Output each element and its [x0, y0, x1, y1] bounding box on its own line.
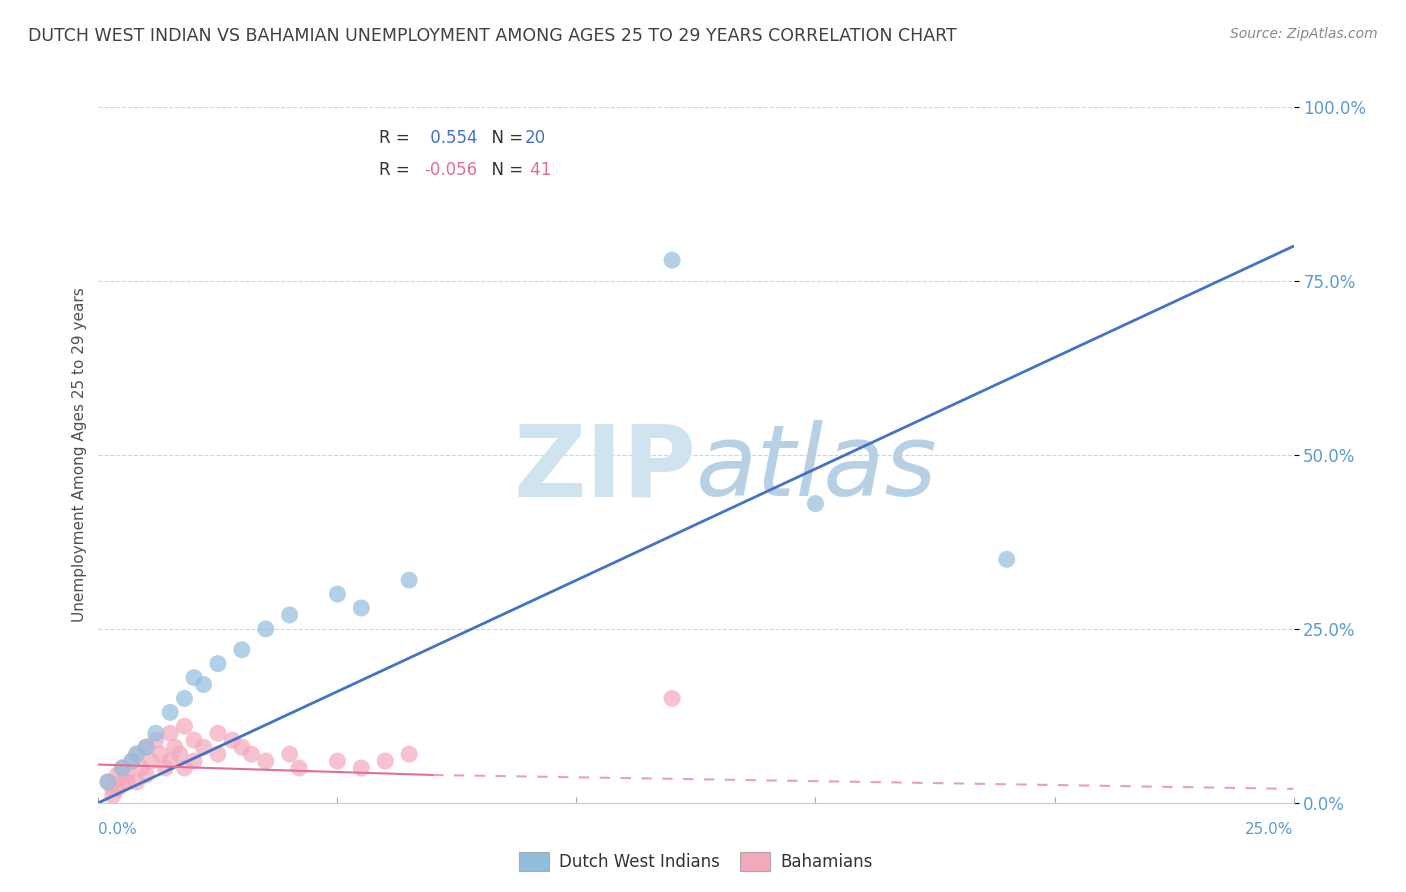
Point — [159, 754, 181, 768]
Text: N =: N = — [481, 161, 529, 178]
Point — [169, 747, 191, 761]
Point — [173, 719, 195, 733]
Point — [101, 789, 124, 803]
Text: atlas: atlas — [696, 420, 938, 517]
Point — [326, 587, 349, 601]
Point — [111, 761, 134, 775]
Point — [193, 677, 215, 691]
Y-axis label: Unemployment Among Ages 25 to 29 years: Unemployment Among Ages 25 to 29 years — [72, 287, 87, 623]
Point — [125, 747, 148, 761]
Point — [661, 253, 683, 268]
Point — [254, 622, 277, 636]
Point — [221, 733, 243, 747]
Point — [145, 733, 167, 747]
Point — [163, 740, 186, 755]
Point — [155, 761, 177, 775]
Point — [111, 775, 134, 789]
Point — [121, 754, 143, 768]
Point — [97, 775, 120, 789]
Text: 20: 20 — [524, 129, 546, 147]
Point — [804, 497, 827, 511]
Point — [995, 552, 1018, 566]
Point — [159, 726, 181, 740]
Point — [139, 754, 162, 768]
Text: 0.554: 0.554 — [425, 129, 477, 147]
Point — [398, 573, 420, 587]
Text: 41: 41 — [524, 161, 551, 178]
Point — [101, 781, 124, 796]
Point — [125, 747, 148, 761]
Text: -0.056: -0.056 — [425, 161, 478, 178]
Text: R =: R = — [380, 161, 415, 178]
Point — [111, 761, 134, 775]
Text: N =: N = — [481, 129, 529, 147]
Point — [159, 706, 181, 720]
Point — [193, 740, 215, 755]
Point — [121, 754, 143, 768]
Point — [374, 754, 396, 768]
Text: 0.0%: 0.0% — [98, 822, 138, 837]
Point — [254, 754, 277, 768]
Point — [135, 740, 157, 755]
Text: Source: ZipAtlas.com: Source: ZipAtlas.com — [1230, 27, 1378, 41]
Point — [326, 754, 349, 768]
Legend: Dutch West Indians, Bahamians: Dutch West Indians, Bahamians — [513, 846, 879, 878]
Point — [207, 726, 229, 740]
Point — [661, 691, 683, 706]
Point — [115, 768, 138, 782]
Point — [173, 691, 195, 706]
Text: ZIP: ZIP — [513, 420, 696, 517]
Point — [135, 740, 157, 755]
Point — [107, 781, 129, 796]
Point — [398, 747, 420, 761]
Text: R =: R = — [380, 129, 415, 147]
Point — [183, 671, 205, 685]
Point — [288, 761, 311, 775]
Point — [207, 657, 229, 671]
Point — [97, 775, 120, 789]
Point — [240, 747, 263, 761]
Point — [207, 747, 229, 761]
Point — [183, 733, 205, 747]
Point — [278, 607, 301, 622]
Point — [350, 601, 373, 615]
Text: DUTCH WEST INDIAN VS BAHAMIAN UNEMPLOYMENT AMONG AGES 25 TO 29 YEARS CORRELATION: DUTCH WEST INDIAN VS BAHAMIAN UNEMPLOYME… — [28, 27, 957, 45]
Point — [183, 754, 205, 768]
Point — [125, 775, 148, 789]
Point — [145, 726, 167, 740]
Text: 25.0%: 25.0% — [1246, 822, 1294, 837]
Point — [350, 761, 373, 775]
Point — [149, 747, 172, 761]
Point — [115, 775, 138, 789]
Point — [131, 761, 153, 775]
Point — [278, 747, 301, 761]
Point — [231, 740, 253, 755]
Point — [135, 768, 157, 782]
Point — [107, 768, 129, 782]
Point — [173, 761, 195, 775]
Point — [231, 642, 253, 657]
